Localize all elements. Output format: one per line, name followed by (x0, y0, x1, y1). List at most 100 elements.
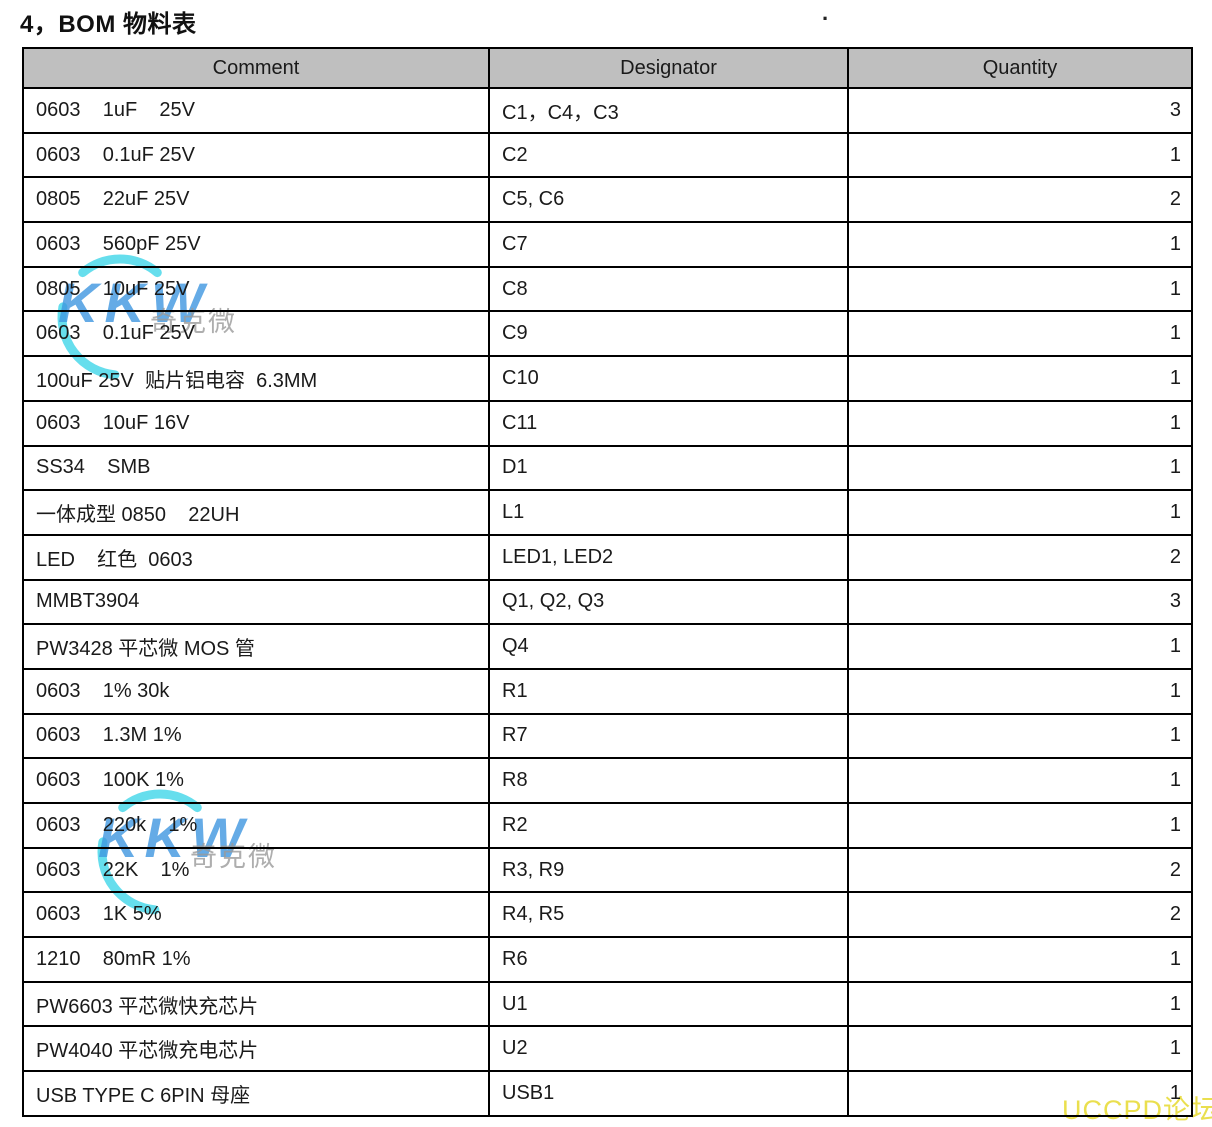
cell-quantity: 1 (847, 489, 1193, 536)
cell-comment: 0603 100K 1% (22, 757, 490, 804)
cell-designator: C10 (488, 355, 849, 402)
cell-comment: 0603 0.1uF 25V (22, 310, 490, 358)
cell-designator: C11 (488, 399, 849, 447)
table-row: 0603 560pF 25V C7 1 (22, 221, 1193, 268)
cell-designator: C9 (488, 310, 849, 358)
cell-quantity: 1 (847, 310, 1193, 358)
cell-quantity: 1 (847, 444, 1193, 492)
cell-comment: 100uF 25V 贴片铝电容 6.3MM (22, 355, 490, 402)
table-row: USB TYPE C 6PIN 母座 USB1 1 (22, 1070, 1193, 1117)
header-designator: Designator (488, 47, 849, 89)
cell-comment: 一体成型 0850 22UH (22, 489, 490, 536)
table-row: 100uF 25V 贴片铝电容 6.3MM C10 1 (22, 355, 1193, 402)
cell-quantity: 1 (847, 667, 1193, 715)
cell-designator: U2 (488, 1025, 849, 1073)
table-row: 0805 22uF 25V C5, C6 2 (22, 176, 1193, 224)
cell-comment: 0603 1.3M 1% (22, 712, 490, 760)
table-row: 0603 1K 5% R4, R5 2 (22, 891, 1193, 939)
cell-quantity: 1 (847, 1070, 1193, 1117)
cell-designator: U1 (488, 980, 849, 1028)
cell-designator: R6 (488, 936, 849, 983)
cell-comment: 0603 22K 1% (22, 846, 490, 894)
cell-quantity: 1 (847, 936, 1193, 983)
cell-designator: D1 (488, 444, 849, 492)
bom-table: Comment Designator Quantity 0603 1uF 25V… (22, 47, 1193, 1117)
cell-quantity: 1 (847, 757, 1193, 804)
cell-comment: 0603 1% 30k (22, 667, 490, 715)
cell-quantity: 1 (847, 265, 1193, 313)
table-header-row: Comment Designator Quantity (22, 47, 1193, 89)
cell-quantity: 2 (847, 533, 1193, 581)
cell-comment: 0805 10uF 25V (22, 265, 490, 313)
table-row: PW4040 平芯微充电芯片 U2 1 (22, 1025, 1193, 1073)
cell-quantity: 1 (847, 623, 1193, 670)
cell-quantity: 1 (847, 355, 1193, 402)
table-row: 1210 80mR 1% R6 1 (22, 936, 1193, 983)
cell-quantity: 3 (847, 87, 1193, 134)
table-row: PW6603 平芯微快充芯片 U1 1 (22, 980, 1193, 1028)
table-row: 0805 10uF 25V C8 1 (22, 265, 1193, 313)
cell-quantity: 1 (847, 221, 1193, 268)
cell-designator: C8 (488, 265, 849, 313)
cell-quantity: 2 (847, 891, 1193, 939)
table-row: PW3428 平芯微 MOS 管 Q4 1 (22, 623, 1193, 670)
cell-designator: LED1, LED2 (488, 533, 849, 581)
table-row: 0603 22K 1% R3, R9 2 (22, 846, 1193, 894)
table-row: 0603 1uF 25V C1，C4，C3 3 (22, 87, 1193, 134)
cell-comment: USB TYPE C 6PIN 母座 (22, 1070, 490, 1117)
cell-comment: PW6603 平芯微快充芯片 (22, 980, 490, 1028)
table-row: 0603 10uF 16V C11 1 (22, 399, 1193, 447)
cell-designator: Q4 (488, 623, 849, 670)
cell-quantity: 1 (847, 131, 1193, 179)
table-row: 一体成型 0850 22UH L1 1 (22, 489, 1193, 536)
cell-designator: L1 (488, 489, 849, 536)
cell-designator: Q1, Q2, Q3 (488, 578, 849, 626)
cell-quantity: 1 (847, 712, 1193, 760)
cell-quantity: 1 (847, 980, 1193, 1028)
cell-quantity: 1 (847, 802, 1193, 849)
header-comment: Comment (22, 47, 490, 89)
cell-quantity: 2 (847, 176, 1193, 224)
cell-comment: 0805 22uF 25V (22, 176, 490, 224)
page-title: 4，BOM 物料表 (20, 11, 197, 38)
table-row: 0603 220k 1% R2 1 (22, 802, 1193, 849)
table-row: LED 红色 0603 LED1, LED2 2 (22, 533, 1193, 581)
table-row: 0603 100K 1% R8 1 (22, 757, 1193, 804)
table-row: MMBT3904 Q1, Q2, Q3 3 (22, 578, 1193, 626)
cell-comment: 1210 80mR 1% (22, 936, 490, 983)
cell-quantity: 1 (847, 1025, 1193, 1073)
cell-comment: MMBT3904 (22, 578, 490, 626)
table-row: 0603 0.1uF 25V C2 1 (22, 131, 1193, 179)
cell-comment: 0603 1K 5% (22, 891, 490, 939)
cell-designator: R4, R5 (488, 891, 849, 939)
cell-comment: PW3428 平芯微 MOS 管 (22, 623, 490, 670)
cell-designator: R7 (488, 712, 849, 760)
cell-comment: PW4040 平芯微充电芯片 (22, 1025, 490, 1073)
cell-comment: 0603 10uF 16V (22, 399, 490, 447)
table-row: 0603 0.1uF 25V C9 1 (22, 310, 1193, 358)
cell-designator: C7 (488, 221, 849, 268)
table-row: 0603 1.3M 1% R7 1 (22, 712, 1193, 760)
cell-comment: 0603 0.1uF 25V (22, 131, 490, 179)
cell-comment: 0603 220k 1% (22, 802, 490, 849)
cell-designator: R2 (488, 802, 849, 849)
cell-designator: R3, R9 (488, 846, 849, 894)
cell-designator: R1 (488, 667, 849, 715)
cell-designator: C2 (488, 131, 849, 179)
cell-quantity: 2 (847, 846, 1193, 894)
cell-designator: C5, C6 (488, 176, 849, 224)
cell-comment: SS34 SMB (22, 444, 490, 492)
cell-designator: R8 (488, 757, 849, 804)
table-row: SS34 SMB D1 1 (22, 444, 1193, 492)
bom-table-body: 0603 1uF 25V C1，C4，C3 3 0603 0.1uF 25V C2 1 08… (22, 87, 1193, 1117)
cell-designator: C1，C4，C3 (488, 87, 849, 134)
cell-quantity: 1 (847, 399, 1193, 447)
cell-comment: 0603 560pF 25V (22, 221, 490, 268)
stray-period: . (822, 0, 829, 25)
cell-designator: USB1 (488, 1070, 849, 1117)
cell-comment: 0603 1uF 25V (22, 87, 490, 134)
header-quantity: Quantity (847, 47, 1193, 89)
table-row: 0603 1% 30k R1 1 (22, 667, 1193, 715)
cell-comment: LED 红色 0603 (22, 533, 490, 581)
cell-quantity: 3 (847, 578, 1193, 626)
